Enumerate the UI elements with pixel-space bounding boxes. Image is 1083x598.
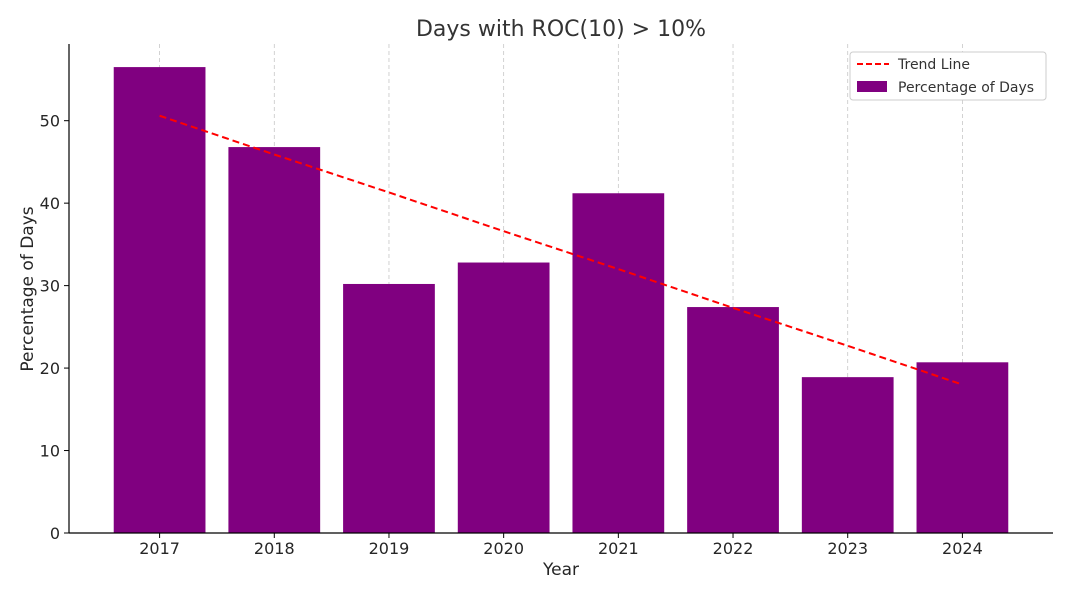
x-axis-label: Year [542,560,579,580]
y-axis-label: Percentage of Days [18,206,38,371]
bar-2017 [113,67,206,533]
y-tick-label: 20 [40,359,60,378]
bar-2019 [343,283,435,533]
bar-2018 [228,147,321,533]
trend-line [159,114,963,386]
x-tick-label: 2020 [483,539,524,558]
legend-bar-swatch [857,81,887,92]
bar-2020 [457,262,550,533]
x-tick-label: 2022 [713,539,754,558]
chart-title: Days with ROC(10) > 10% [416,17,706,42]
x-tick-label: 2023 [827,539,868,558]
x-tick-label: 2018 [254,539,295,558]
x-tick-label: 2017 [139,539,180,558]
y-tick-label: 0 [50,524,60,543]
x-tick-label: 2021 [598,539,639,558]
y-tick-label: 30 [40,277,60,296]
x-tick-label: 2024 [942,539,983,558]
y-tick-label: 10 [40,442,60,461]
bar-2024 [916,362,1009,533]
bar-2023 [801,377,894,533]
bar-2022 [687,307,779,533]
y-tick-label: 50 [40,112,60,131]
y-tick-label: 40 [40,194,60,213]
legend-trend-label: Trend Line [897,57,970,73]
legend-bar-label: Percentage of Days [898,80,1034,96]
legend: Trend Line Percentage of Days [849,51,1047,101]
bar-2021 [572,193,665,533]
x-tick-label: 2019 [369,539,410,558]
